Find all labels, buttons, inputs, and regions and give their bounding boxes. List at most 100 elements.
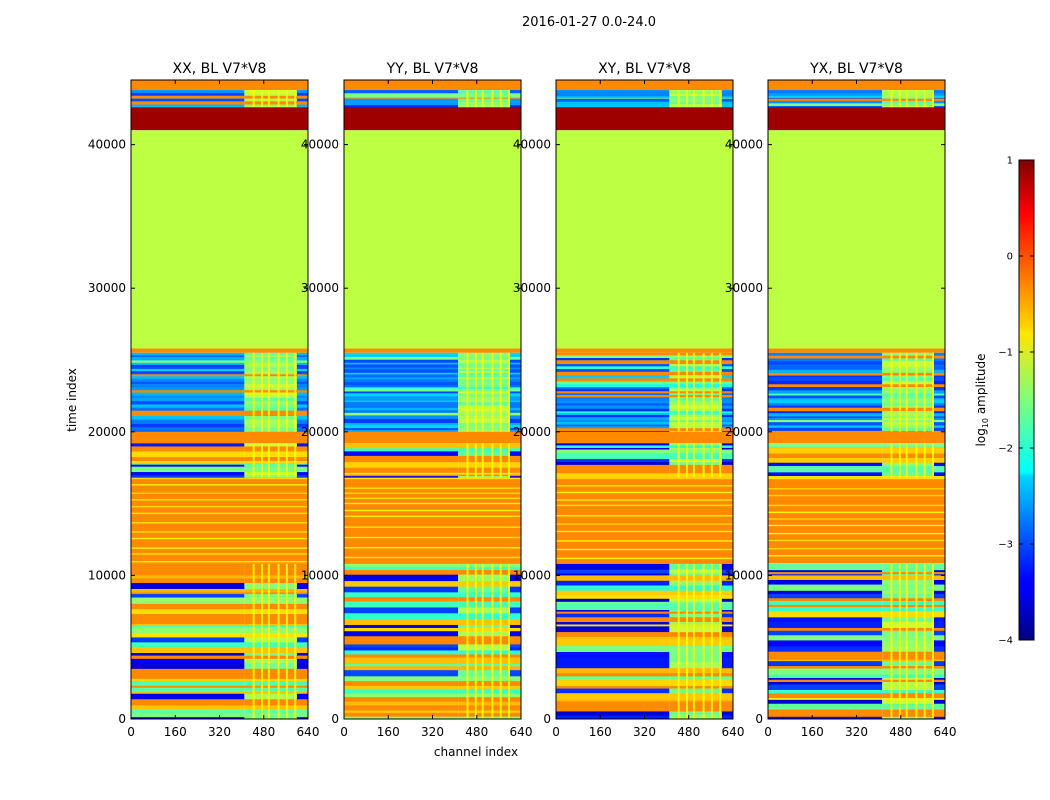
row-stripe	[556, 375, 670, 379]
row-stripe	[344, 716, 459, 719]
row-stripe	[344, 391, 459, 394]
channel-line	[898, 98, 901, 108]
row-stripe	[344, 410, 459, 414]
row-stripe	[556, 573, 670, 576]
row-stripe	[768, 427, 883, 432]
row-stripe	[344, 407, 459, 411]
row-stripe	[768, 372, 883, 376]
row-stripe	[458, 636, 510, 642]
row-stripe	[933, 367, 945, 371]
row-stripe	[882, 617, 934, 623]
band-line	[768, 494, 945, 497]
row-stripe	[721, 676, 733, 681]
row-stripe	[721, 384, 733, 388]
colorbar-tick-label: −4	[998, 636, 1013, 647]
row-stripe	[556, 355, 670, 359]
row-stripe	[458, 455, 510, 463]
row-stripe	[509, 377, 521, 380]
row-stripe	[509, 705, 521, 711]
row-stripe	[458, 400, 510, 403]
row-stripe	[131, 475, 245, 479]
channel-line	[677, 575, 680, 719]
row-stripe	[669, 595, 722, 600]
row-stripe	[933, 570, 945, 573]
row-stripe	[882, 659, 934, 662]
row-stripe	[556, 352, 670, 356]
row-stripe	[131, 583, 245, 590]
row-stripe	[768, 716, 883, 719]
row-stripe	[933, 416, 945, 419]
row-stripe	[669, 426, 722, 429]
row-stripe	[131, 407, 245, 412]
row-stripe	[882, 646, 934, 652]
row-stripe	[509, 654, 521, 658]
band-line	[344, 487, 521, 489]
row-stripe	[882, 427, 934, 432]
y-tick-label: 10000	[301, 568, 339, 582]
row-stripe	[669, 668, 722, 674]
row-stripe	[882, 92, 934, 97]
row-stripe	[556, 360, 670, 363]
row-stripe	[344, 607, 459, 614]
row-stripe	[244, 378, 297, 382]
row-stripe	[344, 666, 459, 671]
row-stripe	[721, 397, 733, 400]
row-stripe	[458, 379, 510, 383]
row-stripe	[509, 405, 521, 409]
channel-line	[481, 575, 484, 719]
row-stripe	[882, 466, 934, 473]
row-stripe	[556, 445, 670, 449]
row-stripe	[244, 642, 297, 648]
row-stripe	[244, 563, 297, 569]
channel-line	[719, 90, 722, 99]
row-stripe	[344, 647, 459, 651]
channel-line	[710, 443, 713, 478]
row-stripe	[131, 387, 245, 391]
channel-line	[685, 563, 688, 576]
row-stripe	[131, 355, 245, 358]
row-stripe	[244, 457, 297, 462]
row-stripe	[556, 401, 670, 404]
row-stripe	[882, 674, 934, 679]
row-stripe	[669, 613, 722, 618]
row-stripe	[458, 570, 510, 575]
x-tick-label: 480	[889, 725, 912, 739]
row-stripe	[882, 679, 934, 683]
row-stripe	[344, 422, 459, 426]
row-stripe	[669, 91, 722, 95]
row-stripe	[768, 462, 883, 467]
row-stripe	[669, 462, 722, 466]
row-stripe	[556, 90, 670, 92]
row-stripe	[669, 703, 722, 709]
row-stripe	[933, 411, 945, 414]
band-line	[556, 491, 733, 494]
row-stripe	[509, 657, 521, 665]
row-stripe	[669, 673, 722, 677]
channel-line	[702, 443, 705, 478]
row-stripe	[768, 364, 883, 368]
row-stripe	[556, 585, 670, 592]
row-stripe	[768, 399, 883, 404]
row-stripe	[244, 401, 297, 405]
row-stripe	[882, 684, 934, 691]
row-stripe	[933, 380, 945, 385]
channel-line	[890, 563, 893, 576]
row-stripe	[933, 476, 945, 479]
row-stripe	[344, 364, 459, 368]
row-stripe	[458, 666, 510, 671]
row-stripe	[768, 367, 883, 371]
y-tick-label: 0	[755, 712, 763, 726]
row-stripe	[669, 473, 722, 479]
channel-line	[932, 352, 935, 432]
row-stripe	[458, 640, 510, 645]
row-stripe	[882, 699, 934, 705]
channel-line	[719, 443, 722, 478]
row-stripe	[344, 619, 459, 626]
row-stripe	[768, 453, 883, 456]
row-stripe	[244, 376, 297, 379]
row-stripe	[768, 403, 883, 406]
row-stripe	[244, 392, 297, 396]
row-stripe	[556, 457, 670, 460]
row-stripe	[556, 378, 670, 382]
band-line	[556, 540, 733, 542]
